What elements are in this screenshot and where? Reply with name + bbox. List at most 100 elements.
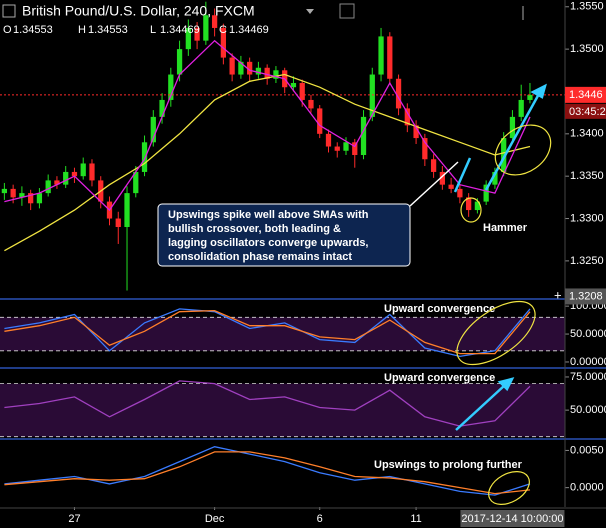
candle-body — [360, 116, 367, 156]
candle-body — [299, 83, 305, 100]
y-tick-label: 1.3550 — [570, 1, 604, 13]
ohlc-label: H — [78, 24, 86, 36]
annotation-line: bullish crossover, both leading & — [168, 223, 341, 235]
candle-body — [404, 108, 410, 126]
annotation-box — [157, 203, 411, 267]
candle-body — [89, 163, 95, 181]
candle-body — [422, 138, 428, 160]
y-tick-label: 0.00000 — [570, 356, 606, 368]
callout-line — [409, 161, 459, 207]
y-tick-label: 50.0000 — [570, 328, 606, 340]
candle-body — [19, 193, 25, 198]
candle-body — [124, 193, 130, 228]
y-tick-label: 75.0000 — [570, 371, 606, 383]
y-tick-label: 1.3400 — [570, 128, 604, 140]
candle-body — [185, 27, 191, 50]
candle-body — [238, 61, 244, 75]
trend-arrows — [453, 83, 547, 431]
candle-body — [247, 61, 253, 75]
indicator-line — [4, 73, 531, 252]
chart-title: British Pound/U.S. Dollar, 240, FXCM — [22, 3, 255, 19]
y-tick-label: 1.3250 — [570, 255, 604, 267]
candle-body — [150, 116, 156, 143]
y-tick-label: 0.0050 — [570, 444, 604, 456]
ohlc-label: L — [150, 24, 156, 36]
candle-body — [509, 116, 516, 139]
ohlc-value: 1.34553 — [13, 24, 53, 36]
hammer-label: Hammer — [483, 222, 528, 234]
candle-body — [45, 180, 51, 194]
crosshair-x-bg — [460, 510, 565, 527]
candle-body — [474, 201, 481, 211]
x-tick-label: Dec — [205, 513, 225, 525]
candle-body — [334, 146, 340, 151]
candle-body — [36, 193, 43, 204]
crosshair-price-bg — [565, 288, 606, 305]
y-tick-label: 50.0000 — [570, 404, 606, 416]
symbol-icon[interactable] — [2, 4, 16, 18]
candle-body — [483, 184, 489, 202]
ohlc-value: 1.34469 — [229, 24, 269, 36]
indicator-line — [4, 380, 531, 427]
band-fill — [0, 383, 565, 437]
annotation-line: Upswings spike well above SMAs with — [168, 209, 369, 221]
panel-annotation: Upward convergence — [384, 372, 495, 384]
candle-body — [378, 36, 384, 75]
candle-body — [325, 133, 332, 147]
panel-annotation: Upward convergence — [384, 303, 495, 315]
x-tick-label: 6 — [317, 513, 323, 525]
band-fill — [0, 317, 565, 351]
x-tick-label: 11 — [410, 513, 421, 525]
candle-body — [308, 99, 314, 109]
dropdown-icon[interactable] — [306, 9, 314, 14]
indicator-line — [4, 39, 531, 212]
annotation-line: lagging oscillators converge upwards, — [168, 237, 369, 249]
candle-body — [352, 142, 358, 156]
candle-body — [159, 99, 165, 117]
y-tick-label: 0.0000 — [570, 482, 604, 494]
candle-body — [71, 171, 78, 177]
candle-body — [115, 218, 121, 228]
countdown: 03:45:22 — [569, 106, 606, 118]
countdown-bg — [565, 103, 606, 119]
add-button[interactable]: + — [554, 287, 562, 302]
candle-body — [439, 171, 445, 185]
candle-body — [63, 171, 69, 185]
candle-body — [343, 142, 349, 151]
arrow — [453, 157, 472, 193]
ohlc-value: 1.34553 — [88, 24, 128, 36]
settings-icon[interactable] — [339, 3, 355, 19]
y-tick-label: 1.3350 — [570, 170, 604, 182]
candle-body — [448, 184, 454, 189]
candle-body — [176, 49, 183, 75]
candle-body — [133, 171, 139, 194]
price-label: 1.3446 — [569, 89, 603, 101]
candle-body — [527, 94, 533, 100]
candle-body — [80, 163, 86, 177]
candle-body — [264, 67, 270, 79]
candle-body — [413, 125, 419, 139]
candle-body — [369, 74, 375, 117]
candle-body — [457, 188, 463, 198]
price-label-bg — [565, 86, 606, 103]
ohlc-value: 1.34469 — [160, 24, 200, 36]
candle-body — [1, 188, 8, 194]
indicator-line — [4, 446, 531, 496]
candle-body — [220, 27, 226, 58]
indicator-line — [4, 309, 531, 355]
candle-body — [28, 193, 34, 204]
candle-body — [492, 171, 498, 185]
candle-body — [290, 83, 297, 88]
ohlc-label: O — [3, 24, 12, 36]
candle-body — [211, 15, 218, 28]
panel-annotation: Upswings to prolong further — [374, 459, 523, 471]
y-tick-label: 1.3500 — [570, 43, 604, 55]
ohlc-label: C — [219, 24, 227, 36]
candle-body — [203, 15, 209, 41]
candle-body — [255, 67, 262, 75]
annotation-line: consolidation phase remains intact — [168, 251, 352, 263]
candle-body — [229, 57, 235, 75]
